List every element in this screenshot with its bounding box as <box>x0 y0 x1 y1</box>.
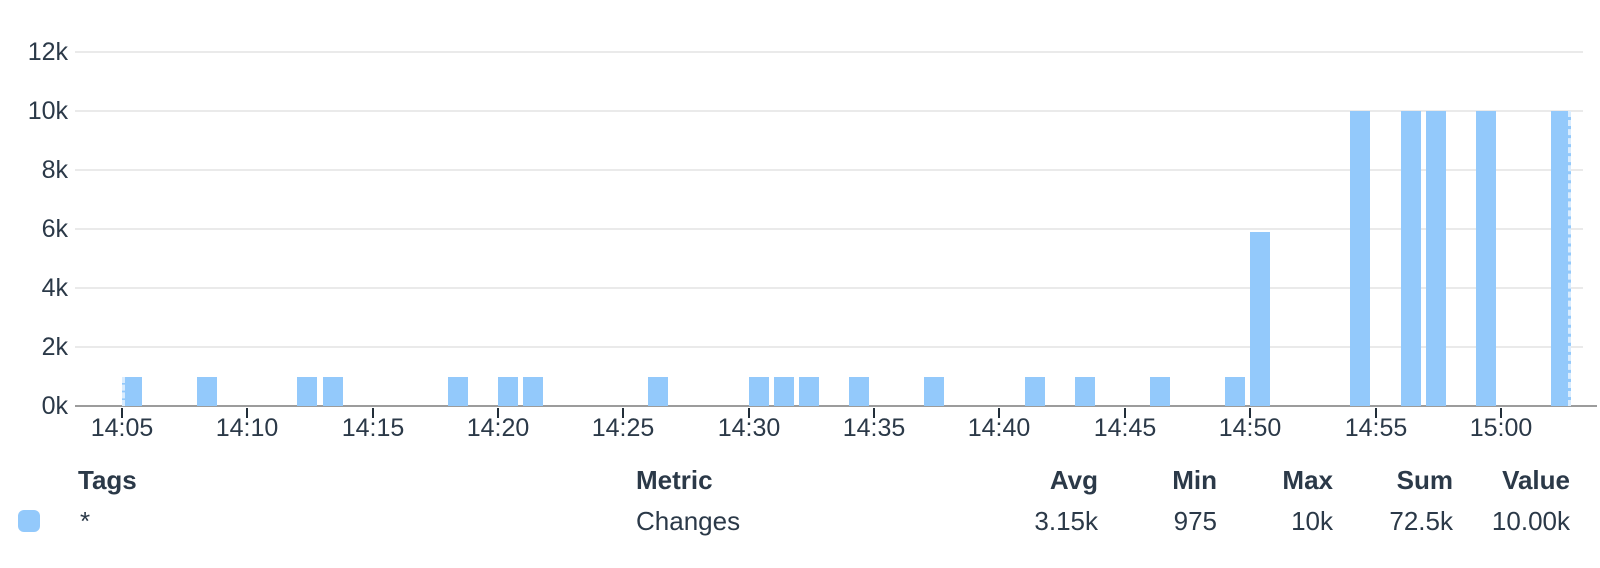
x-axis-tick <box>1124 408 1126 418</box>
chart-bar[interactable] <box>122 377 142 406</box>
legend-header-sum: Sum <box>1396 465 1453 495</box>
legend-cell-tags: * <box>80 506 91 536</box>
x-axis-tick <box>622 408 624 418</box>
gridline <box>75 287 1583 289</box>
chart-bar[interactable] <box>1350 111 1370 406</box>
chart-bar[interactable] <box>648 377 668 406</box>
y-axis-label: 4k <box>41 274 68 302</box>
x-axis-label: 14:20 <box>466 414 530 442</box>
chart-plot-area[interactable]: 0k 2k 4k 6k 8k 10k 12k 14:05 14:10 14:15 14:20 14:2… <box>0 0 1600 450</box>
x-axis-tick <box>873 408 875 418</box>
chart-bar[interactable] <box>1225 377 1245 406</box>
chart-bar[interactable] <box>749 377 769 406</box>
chart-bar[interactable] <box>297 377 317 406</box>
legend-cell-value: 10.00k <box>1491 506 1570 536</box>
legend-header-avg: Avg <box>1049 465 1098 495</box>
y-axis-label: 6k <box>41 215 68 243</box>
legend-cell-avg: 3.15k <box>1034 506 1098 536</box>
chart-bar[interactable] <box>849 377 869 406</box>
chart-bar[interactable] <box>523 377 543 406</box>
legend-cell-min: 975 <box>1173 506 1217 536</box>
legend-header-min: Min <box>1172 465 1217 495</box>
x-axis-tick <box>1500 408 1502 418</box>
x-axis-label: 14:45 <box>1093 414 1157 442</box>
y-axis-label: 8k <box>41 156 68 184</box>
x-axis-label: 14:55 <box>1344 414 1408 442</box>
x-axis-tick <box>246 408 248 418</box>
chart-bar[interactable] <box>1426 111 1446 406</box>
x-axis-label: 15:00 <box>1469 414 1533 442</box>
x-axis-line <box>75 405 1597 407</box>
y-axis-label: 10k <box>27 97 68 125</box>
chart-bar[interactable] <box>924 377 944 406</box>
chart-bar[interactable] <box>1551 111 1571 406</box>
legend-header-value: Value <box>1502 465 1570 495</box>
chart-bar[interactable] <box>1476 111 1496 406</box>
chart-bar[interactable] <box>197 377 217 406</box>
chart-bar[interactable] <box>323 377 343 406</box>
x-axis-label: 14:35 <box>842 414 906 442</box>
x-axis-label: 14:10 <box>215 414 279 442</box>
x-axis-label: 14:05 <box>90 414 154 442</box>
x-axis-label: 14:30 <box>717 414 781 442</box>
gridline <box>75 346 1583 348</box>
x-axis-label: 14:15 <box>341 414 405 442</box>
legend-cell-max: 10k <box>1291 506 1333 536</box>
chart-bar[interactable] <box>448 377 468 406</box>
legend-cell-metric: Changes <box>636 506 741 536</box>
chart-bar[interactable] <box>1075 377 1095 406</box>
chart-bar[interactable] <box>774 377 794 406</box>
chart-bar[interactable] <box>1401 111 1421 406</box>
gridline <box>75 228 1583 230</box>
y-axis-label: 0k <box>41 392 68 420</box>
chart-bar[interactable] <box>1150 377 1170 406</box>
chart-bar[interactable] <box>1025 377 1045 406</box>
legend-cell-sum: 72.5k <box>1389 506 1453 536</box>
gridline <box>75 169 1583 171</box>
series-color-swatch <box>18 510 40 532</box>
x-axis-tick <box>1375 408 1377 418</box>
gridline <box>75 110 1583 112</box>
chart-bar[interactable] <box>1250 232 1270 406</box>
x-axis-tick <box>121 408 123 418</box>
x-axis-tick <box>1249 408 1251 418</box>
legend-header-max: Max <box>1282 465 1333 495</box>
x-axis-label: 14:50 <box>1218 414 1282 442</box>
chart-bar[interactable] <box>799 377 819 406</box>
x-axis-tick <box>372 408 374 418</box>
legend-header-tags: Tags <box>78 465 137 495</box>
y-axis-label: 12k <box>27 38 68 66</box>
legend-header-metric: Metric <box>636 465 713 495</box>
x-axis-tick <box>748 408 750 418</box>
x-axis-label: 14:25 <box>591 414 655 442</box>
x-axis-tick <box>998 408 1000 418</box>
x-axis-tick <box>497 408 499 418</box>
y-axis-label: 2k <box>41 333 68 361</box>
gridline <box>75 51 1583 53</box>
chart-bar[interactable] <box>498 377 518 406</box>
x-axis-label: 14:40 <box>967 414 1031 442</box>
legend-table: Tags Metric Avg Min Max Sum Value * Chan… <box>0 450 1600 568</box>
